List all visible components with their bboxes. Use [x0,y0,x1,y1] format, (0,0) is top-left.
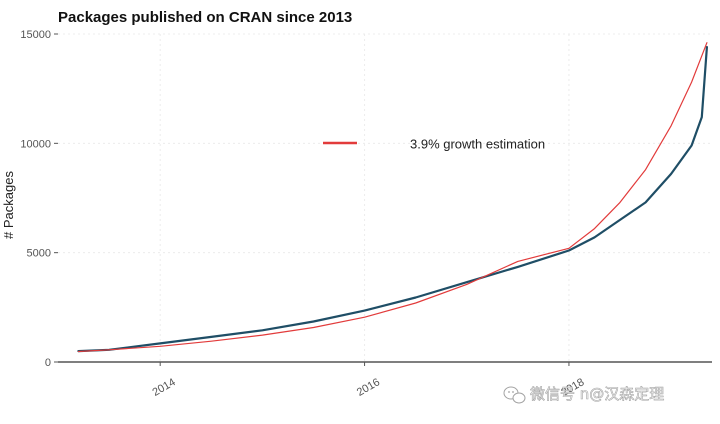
series-line-growth-estimation [77,42,708,353]
y-tick-label: 0 [45,357,51,369]
wechat-icon [503,386,526,404]
series-line-packages [77,45,709,353]
y-tick-label: 15000 [20,29,51,41]
legend: 3.9% growth estimation [323,137,545,152]
watermark-text: 微信号 n@汉森定理 [530,385,664,403]
y-ticks: 0 5000 10000 15000 [20,29,58,369]
legend-label: 3.9% growth estimation [410,137,545,152]
y-tick-label: 10000 [20,138,51,150]
series-lines [77,42,709,353]
chart-title: Packages published on CRAN since 2013 [58,9,352,26]
y-tick-label: 5000 [27,248,51,260]
y-axis-label: # Packages [1,171,16,239]
watermark: 微信号 n@汉森定理 [503,385,665,404]
